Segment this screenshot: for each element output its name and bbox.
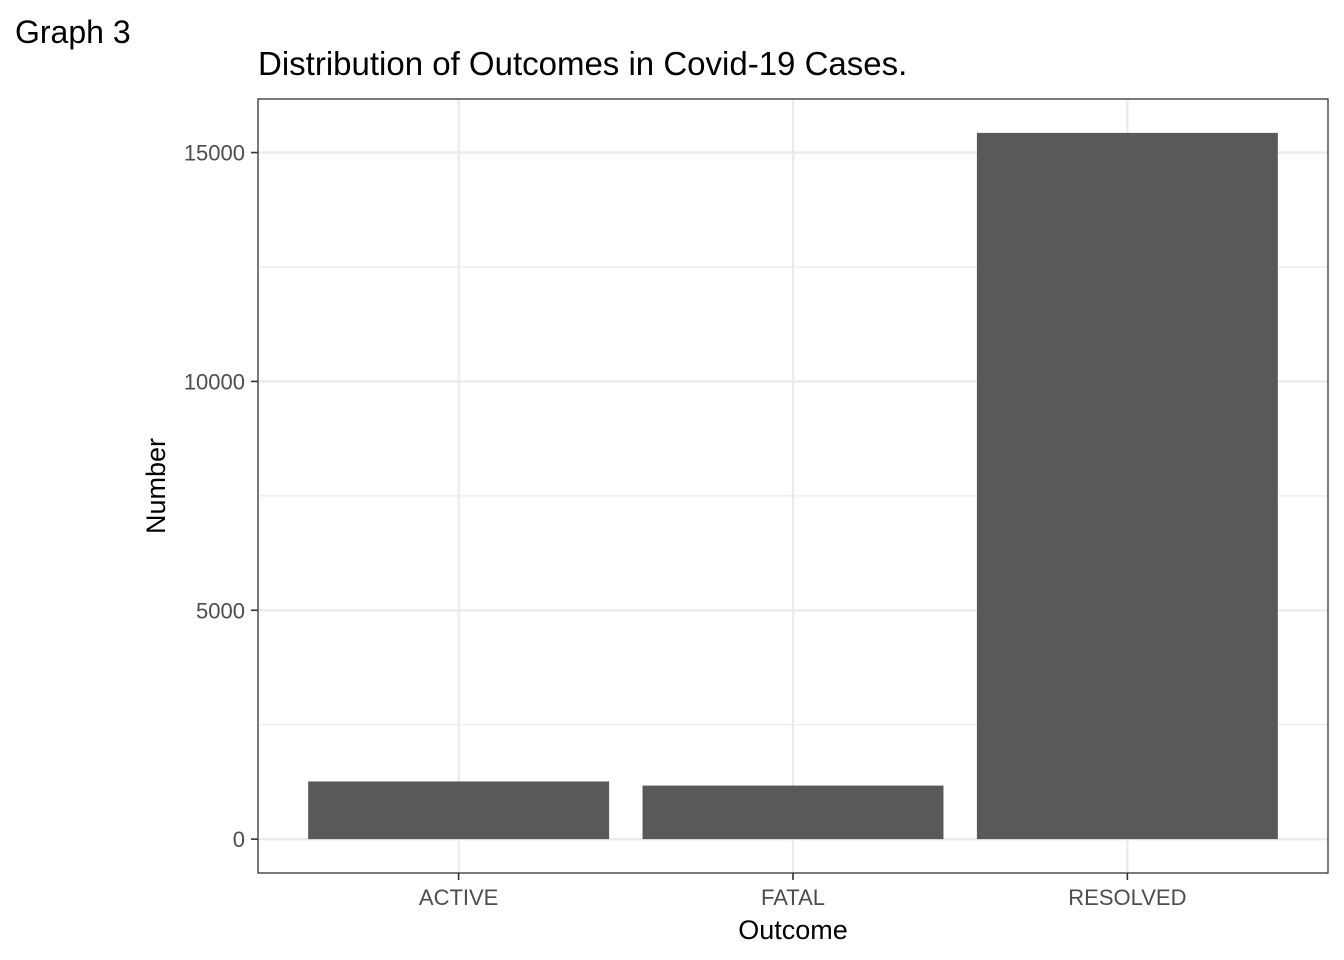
y-tick-label: 10000	[184, 369, 245, 394]
bars	[308, 132, 1278, 840]
chart-title: Distribution of Outcomes in Covid-19 Cas…	[258, 45, 907, 82]
bar-resolved	[976, 132, 1278, 840]
bar-fatal	[642, 785, 944, 840]
figure-tag: Graph 3	[15, 14, 131, 50]
y-axis-title: Number	[141, 438, 171, 534]
y-tick-label: 15000	[184, 141, 245, 166]
x-tick-label: FATAL	[761, 885, 825, 910]
bar-active	[308, 781, 610, 840]
x-tick-label: RESOLVED	[1068, 885, 1186, 910]
x-tick-label: ACTIVE	[419, 885, 498, 910]
y-axis: 0 5000 10000 15000	[184, 141, 258, 852]
y-tick-label: 0	[233, 827, 245, 852]
y-tick-label: 5000	[196, 598, 245, 623]
x-axis: ACTIVE FATAL RESOLVED	[419, 873, 1186, 910]
x-axis-title: Outcome	[738, 915, 848, 945]
